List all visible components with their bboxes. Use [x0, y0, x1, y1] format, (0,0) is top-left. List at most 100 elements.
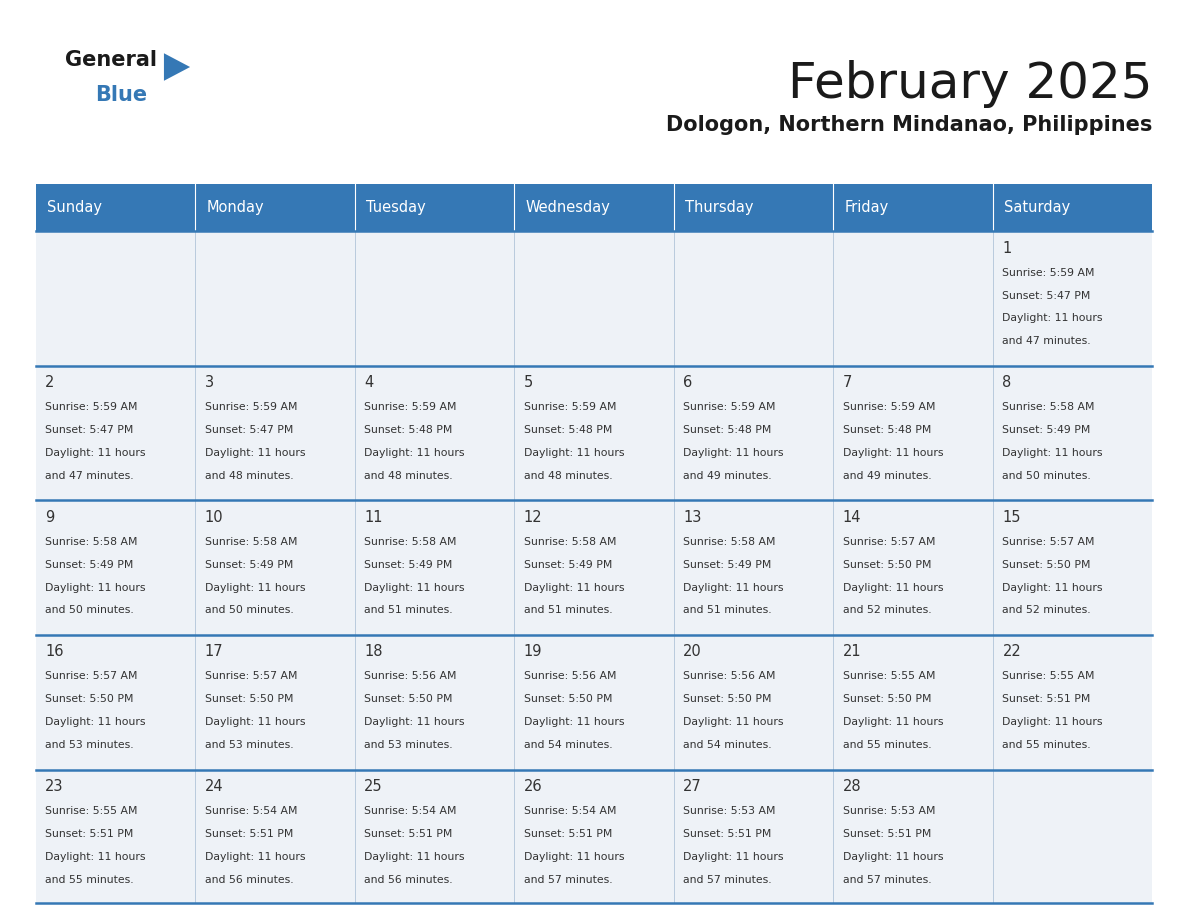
Text: Daylight: 11 hours: Daylight: 11 hours: [365, 583, 465, 593]
Text: Sunset: 5:51 PM: Sunset: 5:51 PM: [683, 829, 772, 839]
Text: Sunset: 5:50 PM: Sunset: 5:50 PM: [683, 694, 772, 704]
Text: Sunset: 5:49 PM: Sunset: 5:49 PM: [45, 560, 133, 570]
Text: Sunrise: 5:59 AM: Sunrise: 5:59 AM: [842, 402, 935, 412]
Text: and 55 minutes.: and 55 minutes.: [45, 875, 134, 885]
Text: 12: 12: [524, 509, 543, 525]
Text: 23: 23: [45, 779, 64, 794]
Text: Daylight: 11 hours: Daylight: 11 hours: [204, 852, 305, 862]
Text: Sunrise: 5:58 AM: Sunrise: 5:58 AM: [45, 537, 138, 547]
Text: and 55 minutes.: and 55 minutes.: [1003, 740, 1091, 750]
Text: Daylight: 11 hours: Daylight: 11 hours: [204, 583, 305, 593]
Text: Sunrise: 5:59 AM: Sunrise: 5:59 AM: [45, 402, 138, 412]
Text: and 48 minutes.: and 48 minutes.: [365, 471, 453, 481]
Text: and 51 minutes.: and 51 minutes.: [524, 606, 613, 615]
Text: Sunrise: 5:58 AM: Sunrise: 5:58 AM: [683, 537, 776, 547]
Text: Daylight: 11 hours: Daylight: 11 hours: [1003, 583, 1102, 593]
Text: 28: 28: [842, 779, 861, 794]
Bar: [993, 769, 1152, 904]
Text: 8: 8: [1003, 375, 1012, 390]
Text: Sunset: 5:50 PM: Sunset: 5:50 PM: [842, 694, 931, 704]
Text: Daylight: 11 hours: Daylight: 11 hours: [842, 717, 943, 727]
Text: 9: 9: [45, 509, 55, 525]
Text: 24: 24: [204, 779, 223, 794]
Text: 17: 17: [204, 644, 223, 659]
Text: Tuesday: Tuesday: [366, 200, 425, 215]
Bar: [195, 366, 355, 500]
Bar: [355, 500, 514, 635]
Bar: [514, 769, 674, 904]
Bar: [355, 635, 514, 769]
Text: Daylight: 11 hours: Daylight: 11 hours: [45, 852, 146, 862]
Text: Daylight: 11 hours: Daylight: 11 hours: [204, 717, 305, 727]
Text: 22: 22: [1003, 644, 1022, 659]
Text: Daylight: 11 hours: Daylight: 11 hours: [1003, 448, 1102, 458]
Bar: [36, 231, 195, 366]
Text: Sunrise: 5:57 AM: Sunrise: 5:57 AM: [1003, 537, 1095, 547]
Text: 13: 13: [683, 509, 702, 525]
Text: Sunrise: 5:59 AM: Sunrise: 5:59 AM: [1003, 268, 1095, 277]
Text: and 57 minutes.: and 57 minutes.: [524, 875, 613, 885]
Text: Sunrise: 5:55 AM: Sunrise: 5:55 AM: [45, 806, 138, 816]
Bar: [195, 231, 355, 366]
Text: Daylight: 11 hours: Daylight: 11 hours: [683, 448, 784, 458]
Text: Sunset: 5:51 PM: Sunset: 5:51 PM: [204, 829, 293, 839]
Text: General: General: [65, 50, 157, 71]
Text: Daylight: 11 hours: Daylight: 11 hours: [524, 583, 625, 593]
Text: and 57 minutes.: and 57 minutes.: [842, 875, 931, 885]
Bar: [355, 769, 514, 904]
Text: 19: 19: [524, 644, 542, 659]
Text: Sunset: 5:47 PM: Sunset: 5:47 PM: [204, 425, 293, 435]
Text: and 54 minutes.: and 54 minutes.: [524, 740, 613, 750]
Bar: [993, 184, 1152, 231]
Text: 26: 26: [524, 779, 543, 794]
Bar: [36, 635, 195, 769]
Text: Daylight: 11 hours: Daylight: 11 hours: [524, 717, 625, 727]
Text: Sunset: 5:47 PM: Sunset: 5:47 PM: [1003, 291, 1091, 300]
Text: 16: 16: [45, 644, 64, 659]
Text: and 53 minutes.: and 53 minutes.: [45, 740, 134, 750]
Bar: [833, 769, 993, 904]
Text: and 48 minutes.: and 48 minutes.: [524, 471, 613, 481]
Text: Sunset: 5:50 PM: Sunset: 5:50 PM: [842, 560, 931, 570]
Bar: [833, 500, 993, 635]
Text: and 56 minutes.: and 56 minutes.: [204, 875, 293, 885]
Text: 18: 18: [365, 644, 383, 659]
Text: Daylight: 11 hours: Daylight: 11 hours: [842, 852, 943, 862]
Text: Sunrise: 5:54 AM: Sunrise: 5:54 AM: [204, 806, 297, 816]
Text: Sunset: 5:50 PM: Sunset: 5:50 PM: [524, 694, 612, 704]
Text: Daylight: 11 hours: Daylight: 11 hours: [1003, 313, 1102, 323]
Text: Daylight: 11 hours: Daylight: 11 hours: [524, 852, 625, 862]
Text: Daylight: 11 hours: Daylight: 11 hours: [1003, 717, 1102, 727]
Bar: [355, 184, 514, 231]
Bar: [993, 231, 1152, 366]
Text: Daylight: 11 hours: Daylight: 11 hours: [524, 448, 625, 458]
Text: Sunrise: 5:59 AM: Sunrise: 5:59 AM: [683, 402, 776, 412]
Bar: [833, 366, 993, 500]
Text: Sunset: 5:47 PM: Sunset: 5:47 PM: [45, 425, 133, 435]
Bar: [833, 184, 993, 231]
Text: Sunset: 5:50 PM: Sunset: 5:50 PM: [45, 694, 134, 704]
Text: Sunrise: 5:57 AM: Sunrise: 5:57 AM: [45, 671, 138, 681]
Text: Daylight: 11 hours: Daylight: 11 hours: [365, 852, 465, 862]
Bar: [355, 231, 514, 366]
Text: Thursday: Thursday: [685, 200, 753, 215]
Text: Sunset: 5:49 PM: Sunset: 5:49 PM: [1003, 425, 1091, 435]
Text: Friday: Friday: [845, 200, 889, 215]
Text: Saturday: Saturday: [1004, 200, 1070, 215]
Text: Sunset: 5:48 PM: Sunset: 5:48 PM: [524, 425, 612, 435]
Text: Monday: Monday: [207, 200, 264, 215]
Text: Sunset: 5:51 PM: Sunset: 5:51 PM: [842, 829, 931, 839]
Text: Sunset: 5:48 PM: Sunset: 5:48 PM: [683, 425, 772, 435]
Text: and 53 minutes.: and 53 minutes.: [204, 740, 293, 750]
Bar: [36, 769, 195, 904]
Text: 10: 10: [204, 509, 223, 525]
Text: Sunrise: 5:57 AM: Sunrise: 5:57 AM: [842, 537, 935, 547]
Text: and 50 minutes.: and 50 minutes.: [1003, 471, 1091, 481]
Text: 11: 11: [365, 509, 383, 525]
Text: Sunrise: 5:56 AM: Sunrise: 5:56 AM: [365, 671, 456, 681]
Text: and 50 minutes.: and 50 minutes.: [45, 606, 134, 615]
Text: Daylight: 11 hours: Daylight: 11 hours: [204, 448, 305, 458]
Text: and 51 minutes.: and 51 minutes.: [683, 606, 772, 615]
Bar: [993, 366, 1152, 500]
Text: Daylight: 11 hours: Daylight: 11 hours: [45, 717, 146, 727]
